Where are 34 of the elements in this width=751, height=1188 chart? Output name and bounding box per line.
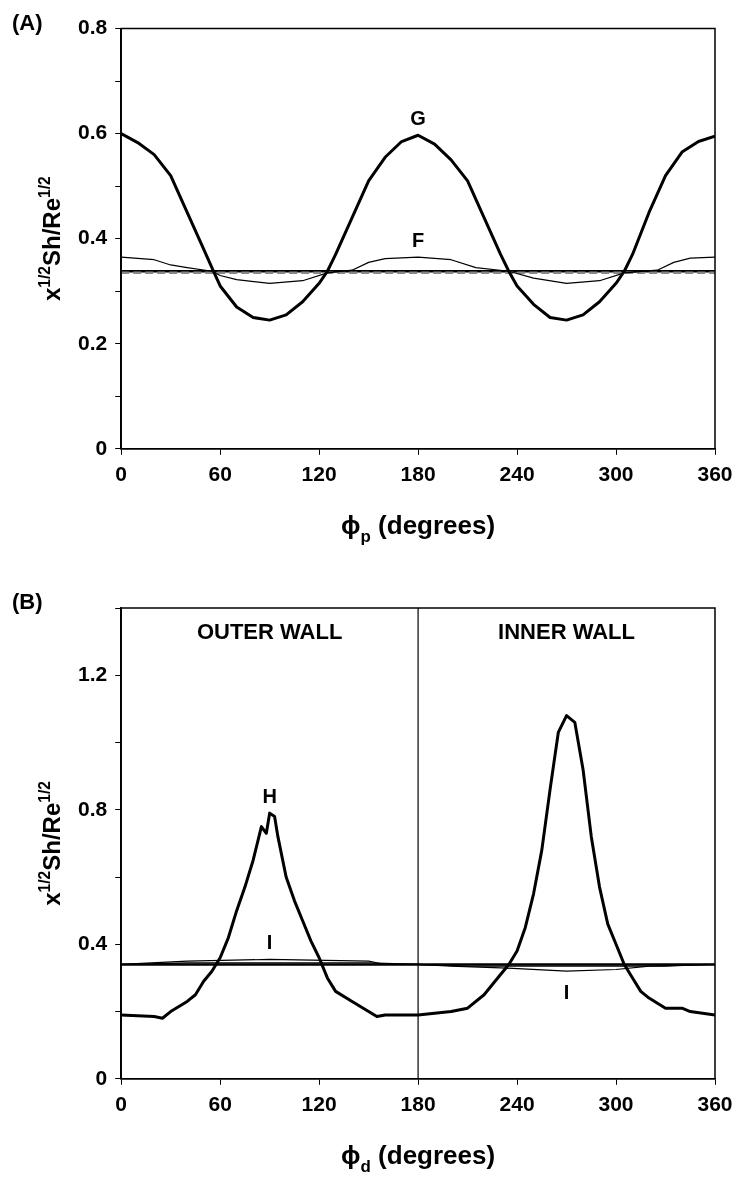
y-tick-label: 0 bbox=[95, 435, 108, 459]
annotation: F bbox=[411, 228, 425, 251]
y-axis-title: x1/2Sh/Re1/2 bbox=[35, 176, 65, 302]
y-tick-label: 0.4 bbox=[77, 225, 108, 249]
annotation: OUTER WALL bbox=[196, 619, 343, 645]
chart-title: (B) bbox=[12, 589, 43, 615]
y-tick-label: 0.4 bbox=[77, 931, 108, 955]
chart-title: (A) bbox=[12, 9, 43, 35]
y-tick-label: 0.8 bbox=[77, 15, 108, 39]
y-tick-label: 0.2 bbox=[77, 330, 108, 354]
x-tick-label: 0 bbox=[115, 462, 128, 486]
x-tick-label: 120 bbox=[301, 1092, 337, 1116]
y-tick-label: 1.2 bbox=[77, 662, 108, 686]
x-tick-label: 60 bbox=[208, 1092, 232, 1116]
y-axis-title: x1/2Sh/Re1/2 bbox=[35, 780, 65, 906]
x-tick-label: 180 bbox=[400, 1092, 436, 1116]
annotation: I bbox=[563, 980, 570, 1003]
x-tick-label: 300 bbox=[598, 462, 634, 486]
annotation: H bbox=[262, 784, 277, 807]
x-tick-label: 0 bbox=[115, 1092, 128, 1116]
x-tick-label: 180 bbox=[400, 462, 436, 486]
x-tick-label: 360 bbox=[697, 462, 733, 486]
x-tick-label: 240 bbox=[499, 462, 535, 486]
annotation: INNER WALL bbox=[498, 619, 635, 645]
annotation: I bbox=[266, 930, 273, 953]
x-tick-label: 120 bbox=[301, 462, 337, 486]
x-tick-label: 60 bbox=[208, 462, 232, 486]
annotation: G bbox=[410, 106, 426, 129]
x-tick-label: 240 bbox=[499, 1092, 535, 1116]
x-tick-label: 300 bbox=[598, 1092, 634, 1116]
y-tick-label: 0.6 bbox=[77, 120, 108, 144]
y-tick-label: 0 bbox=[95, 1065, 108, 1089]
x-tick-label: 360 bbox=[697, 1092, 733, 1116]
y-tick-label: 0.8 bbox=[77, 796, 108, 820]
